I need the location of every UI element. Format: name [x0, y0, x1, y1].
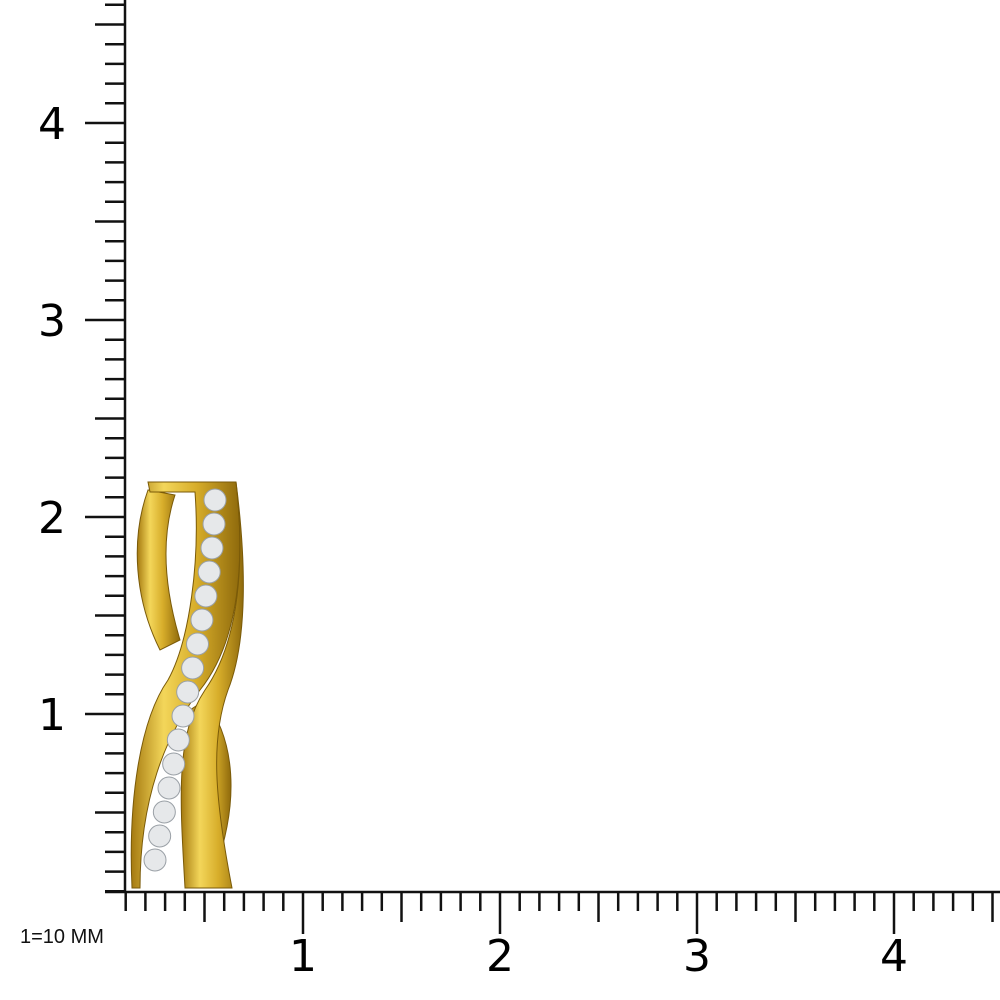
diamond-stone: [194, 584, 218, 608]
x-tick-label: 4: [880, 931, 908, 982]
diamond-stone: [197, 560, 221, 584]
diamond-stone: [152, 800, 176, 824]
x-tick-label: 2: [486, 931, 514, 982]
diamond-stone: [190, 608, 214, 632]
y-tick-label: 1: [38, 690, 66, 741]
diamond-stone: [157, 776, 181, 800]
diamond-stone: [143, 848, 167, 872]
diamond-stone: [181, 656, 205, 680]
diamond-stone: [166, 728, 190, 752]
diamond-stone: [162, 752, 186, 776]
pendant-band-right: [180, 481, 244, 889]
diamond-stone: [202, 512, 226, 536]
x-tick-label: 3: [683, 931, 711, 982]
x-tick-label: 1: [289, 931, 317, 982]
y-tick-label: 3: [38, 296, 66, 347]
y-tick-label: 4: [38, 99, 66, 150]
y-tick-label: 2: [38, 493, 66, 544]
scale-note: 1=10 MM: [20, 926, 104, 948]
diamond-stone: [186, 632, 210, 656]
diamond-stone: [148, 824, 172, 848]
diamond-stone: [203, 488, 227, 512]
diamond-stone: [171, 704, 195, 728]
diamond-stone: [200, 536, 224, 560]
diamond-stone: [176, 680, 200, 704]
rope-strand-top: [136, 489, 181, 651]
diamond-channel: [143, 488, 227, 872]
